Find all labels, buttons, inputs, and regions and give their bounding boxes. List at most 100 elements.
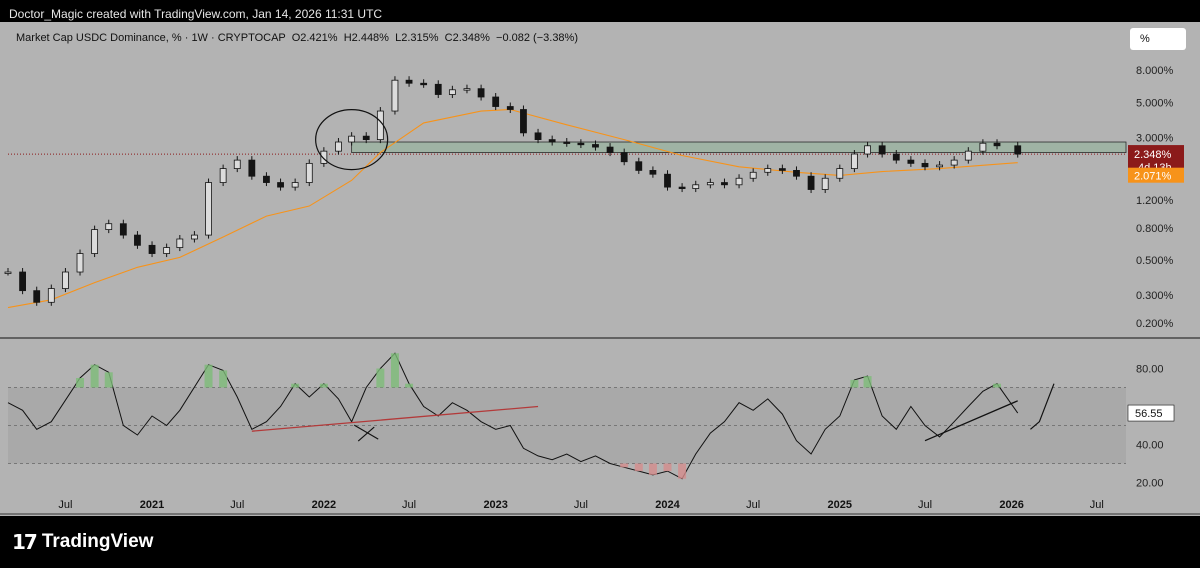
- candle-body: [119, 223, 127, 236]
- candle-body: [620, 152, 628, 163]
- ma-value-tag: [1128, 167, 1184, 183]
- price-axis-tick-label: 8.000%: [1136, 65, 1174, 77]
- candle-body: [821, 177, 829, 190]
- candle-body: [506, 106, 514, 110]
- candle-body: [635, 161, 643, 171]
- rsi-overbought-fill: [993, 383, 1002, 388]
- rsi-axis-tick-label: 40.00: [1136, 440, 1164, 452]
- candle-body: [907, 159, 915, 164]
- candle-body: [534, 132, 542, 141]
- candle-body: [219, 168, 227, 183]
- candle-body: [936, 164, 943, 168]
- price-axis-tick-label: 3.000%: [1136, 132, 1174, 144]
- time-axis-tick-label: Jul: [1090, 499, 1104, 511]
- candle-body: [649, 170, 657, 175]
- candle-body: [33, 290, 41, 303]
- candle-body: [205, 182, 212, 236]
- candle-body: [134, 234, 141, 246]
- time-axis-tick-label: Jul: [574, 499, 588, 511]
- candle-body: [993, 142, 1001, 147]
- rsi-oversold-fill: [663, 463, 672, 472]
- candle-body: [864, 145, 871, 155]
- candle-body: [749, 171, 757, 179]
- candle-body: [405, 79, 413, 84]
- candle-body: [836, 168, 844, 179]
- candle-body: [291, 182, 299, 188]
- candle-body: [964, 150, 972, 161]
- candle-body: [878, 145, 886, 155]
- price-axis-tick-label: 0.300%: [1136, 290, 1174, 302]
- candle-body: [348, 135, 356, 143]
- rsi-overbought-fill: [405, 383, 414, 388]
- time-axis-tick-label: Jul: [58, 499, 72, 511]
- time-axis-tick-label: Jul: [230, 499, 244, 511]
- percent-scale-button[interactable]: %: [1130, 28, 1186, 50]
- time-axis-tick-label: 2026: [999, 499, 1023, 511]
- rsi-black-trendline: [924, 400, 1018, 442]
- candle-body: [391, 79, 399, 112]
- support-resistance-zone: [351, 141, 1127, 153]
- candle-body: [692, 184, 700, 189]
- symbol-info-line: Market Cap USDC Dominance, % · 1W · CRYP…: [16, 32, 578, 44]
- candle-body: [420, 82, 428, 86]
- candle-body: [548, 139, 556, 143]
- rsi-value-tag: [1127, 404, 1175, 422]
- price-axis-tick-label: 1.200%: [1136, 195, 1174, 207]
- candle-body: [706, 182, 714, 186]
- candle-body: [277, 182, 284, 188]
- candle-body: [921, 162, 929, 168]
- rsi-overbought-fill: [390, 353, 399, 388]
- ohlc-high: H2.448%: [343, 32, 389, 44]
- candle-body: [850, 153, 858, 169]
- candle-body: [305, 162, 313, 183]
- candle-body: [248, 159, 256, 177]
- candle-body: [793, 170, 800, 177]
- candle-body: [577, 142, 585, 146]
- rsi-overbought-fill: [219, 370, 228, 388]
- circle-annotation: [315, 109, 389, 171]
- ohlc-close: C2.348%: [444, 32, 490, 44]
- rsi-overbought-fill: [376, 368, 385, 388]
- candle-body: [263, 175, 270, 183]
- symbol-name[interactable]: Market Cap USDC Dominance, % · 1W · CRYP…: [16, 32, 286, 44]
- price-axis-tick-label: 0.500%: [1136, 255, 1174, 267]
- time-axis-tick-label: 2024: [655, 499, 680, 511]
- time-axis-tick-label: 2021: [140, 499, 164, 511]
- candle-body: [233, 159, 241, 169]
- candle-body: [735, 177, 743, 186]
- rsi-oversold-fill: [634, 463, 643, 472]
- candle-body: [678, 186, 686, 190]
- rsi-axis-tick-label: 80.00: [1136, 364, 1164, 376]
- candle-body: [979, 142, 987, 152]
- candle-body: [191, 234, 198, 240]
- candle-body: [4, 271, 12, 274]
- ma-value-label: 2.071%: [1134, 171, 1172, 183]
- candle-body: [434, 83, 442, 95]
- moving-average-line: [7, 108, 1018, 309]
- candle-body: [664, 173, 671, 188]
- rsi-oversold-fill: [620, 463, 629, 468]
- candle-body: [592, 144, 599, 148]
- candle-body: [477, 88, 485, 98]
- candle-body: [148, 244, 156, 254]
- tradingview-wordmark: TradingView: [41, 531, 154, 552]
- candle-body: [62, 271, 69, 289]
- rsi-line: [7, 352, 1019, 480]
- chart-credit: Doctor_Magic created with TradingView.co…: [9, 7, 383, 21]
- candle-body: [320, 150, 328, 164]
- ohlc-open: O2.421%: [291, 32, 338, 44]
- chart-canvas[interactable]: 8.000%5.000%3.000%2.000%1.200%0.800%0.50…: [0, 22, 1200, 516]
- tradingview-logo[interactable]: 17 TradingView: [12, 530, 153, 554]
- rsi-oversold-fill: [678, 463, 687, 479]
- rsi-overbought-fill: [204, 364, 213, 388]
- price-axis-tick-label: 0.200%: [1136, 318, 1174, 330]
- time-axis-tick-label: 2025: [828, 499, 852, 511]
- time-axis-tick-label: 2023: [483, 499, 507, 511]
- ohlc-low: L2.315%: [395, 32, 439, 44]
- candle-body: [163, 247, 171, 254]
- candle-body: [721, 182, 728, 186]
- x-mark-annotation: [357, 426, 375, 442]
- candle-body: [19, 271, 26, 292]
- chart-frame[interactable]: 8.000%5.000%3.000%2.000%1.200%0.800%0.50…: [0, 22, 1200, 516]
- rsi-overbought-fill: [76, 378, 85, 388]
